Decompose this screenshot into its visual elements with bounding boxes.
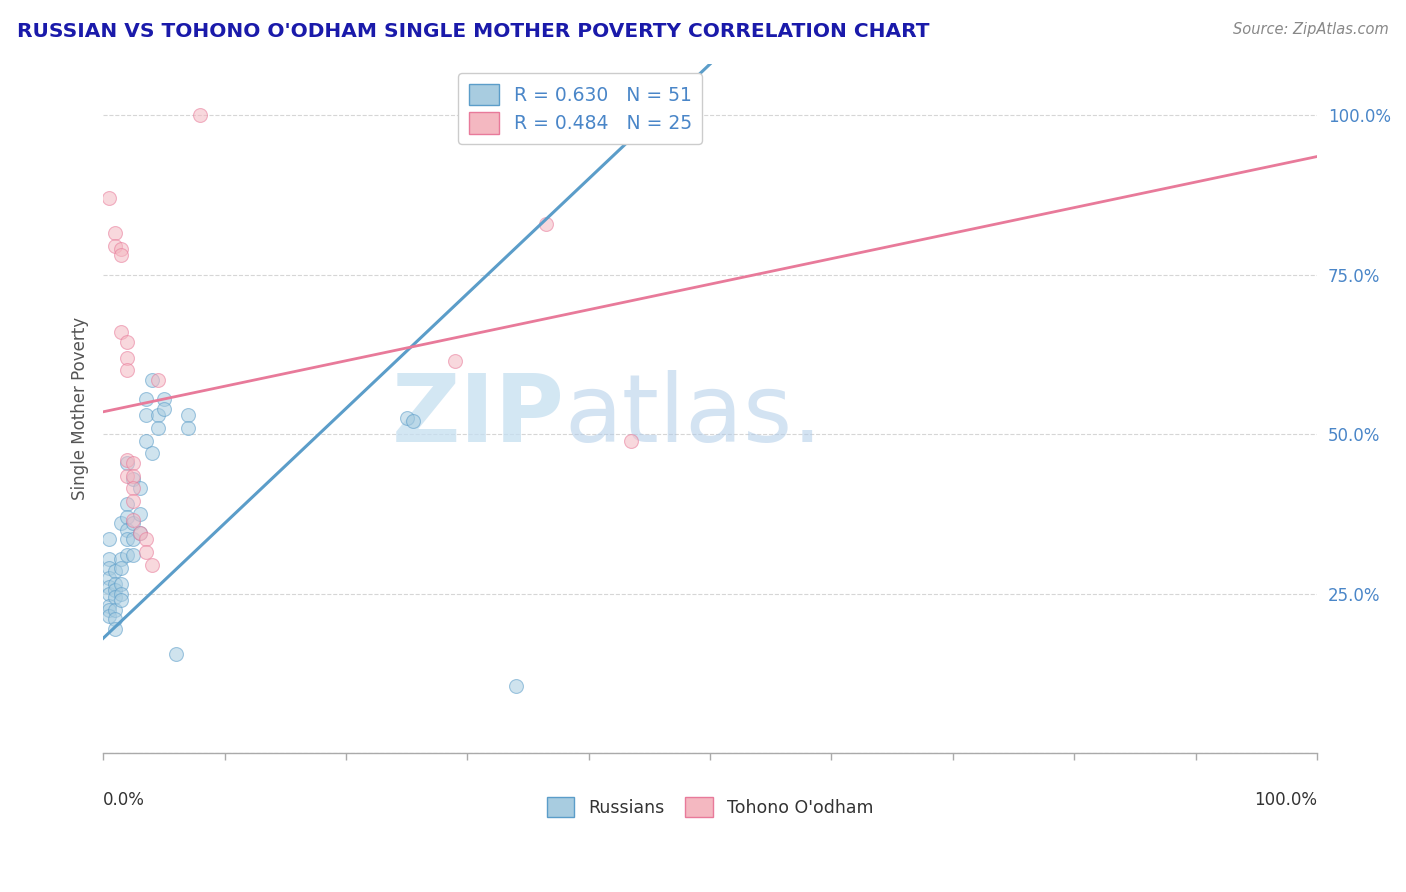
Point [104,602,127,616]
Point [98,580,121,594]
Point [135,545,157,559]
Point [98,551,121,566]
Point [444,353,467,368]
Point [141,558,163,572]
Point [110,593,132,607]
Point [128,526,150,541]
Point [117,452,139,467]
Point [177,421,200,435]
Point [122,516,145,531]
Point [128,526,150,541]
Point [135,392,157,406]
Point [117,363,139,377]
Legend: Russians, Tohono O'odham: Russians, Tohono O'odham [540,789,880,823]
Point [122,513,145,527]
Point [117,351,139,365]
Point [395,411,418,425]
Point [146,408,169,422]
Point [98,533,121,547]
Point [110,551,132,566]
Point [122,494,145,508]
Point [110,587,132,601]
Point [117,497,139,511]
Point [110,325,132,339]
Point [401,414,423,428]
Point [122,472,145,486]
Text: Source: ZipAtlas.com: Source: ZipAtlas.com [1233,22,1389,37]
Point [141,373,163,387]
Point [534,217,557,231]
Point [146,373,169,387]
Point [104,564,127,578]
Point [98,599,121,614]
Point [110,577,132,591]
Point [135,533,157,547]
Point [122,533,145,547]
Text: 100.0%: 100.0% [1254,791,1317,809]
Point [165,647,187,661]
Point [122,456,145,470]
Point [104,226,127,240]
Text: atlas.: atlas. [564,369,823,461]
Point [153,401,176,416]
Point [104,239,127,253]
Y-axis label: Single Mother Poverty: Single Mother Poverty [72,317,89,500]
Text: ZIP: ZIP [391,369,564,461]
Point [141,446,163,460]
Point [122,468,145,483]
Point [98,609,121,624]
Point [146,421,169,435]
Point [560,108,582,122]
Point [98,561,121,575]
Point [117,533,139,547]
Point [110,561,132,575]
Point [117,523,139,537]
Point [104,622,127,636]
Point [104,577,127,591]
Point [128,482,150,496]
Point [135,434,157,448]
Point [122,549,145,563]
Point [117,468,139,483]
Point [98,191,121,205]
Point [135,408,157,422]
Point [110,248,132,262]
Point [98,571,121,585]
Point [110,242,132,256]
Point [117,510,139,524]
Point [128,507,150,521]
Point [104,612,127,626]
Point [117,456,139,470]
Point [104,590,127,604]
Point [505,679,527,693]
Point [122,482,145,496]
Point [98,602,121,616]
Point [117,334,139,349]
Text: 0.0%: 0.0% [103,791,145,809]
Point [188,108,211,122]
Point [177,408,200,422]
Point [620,434,643,448]
Point [104,583,127,598]
Text: RUSSIAN VS TOHONO O'ODHAM SINGLE MOTHER POVERTY CORRELATION CHART: RUSSIAN VS TOHONO O'ODHAM SINGLE MOTHER … [17,22,929,41]
Point [98,587,121,601]
Point [110,516,132,531]
Point [117,549,139,563]
Point [153,392,176,406]
